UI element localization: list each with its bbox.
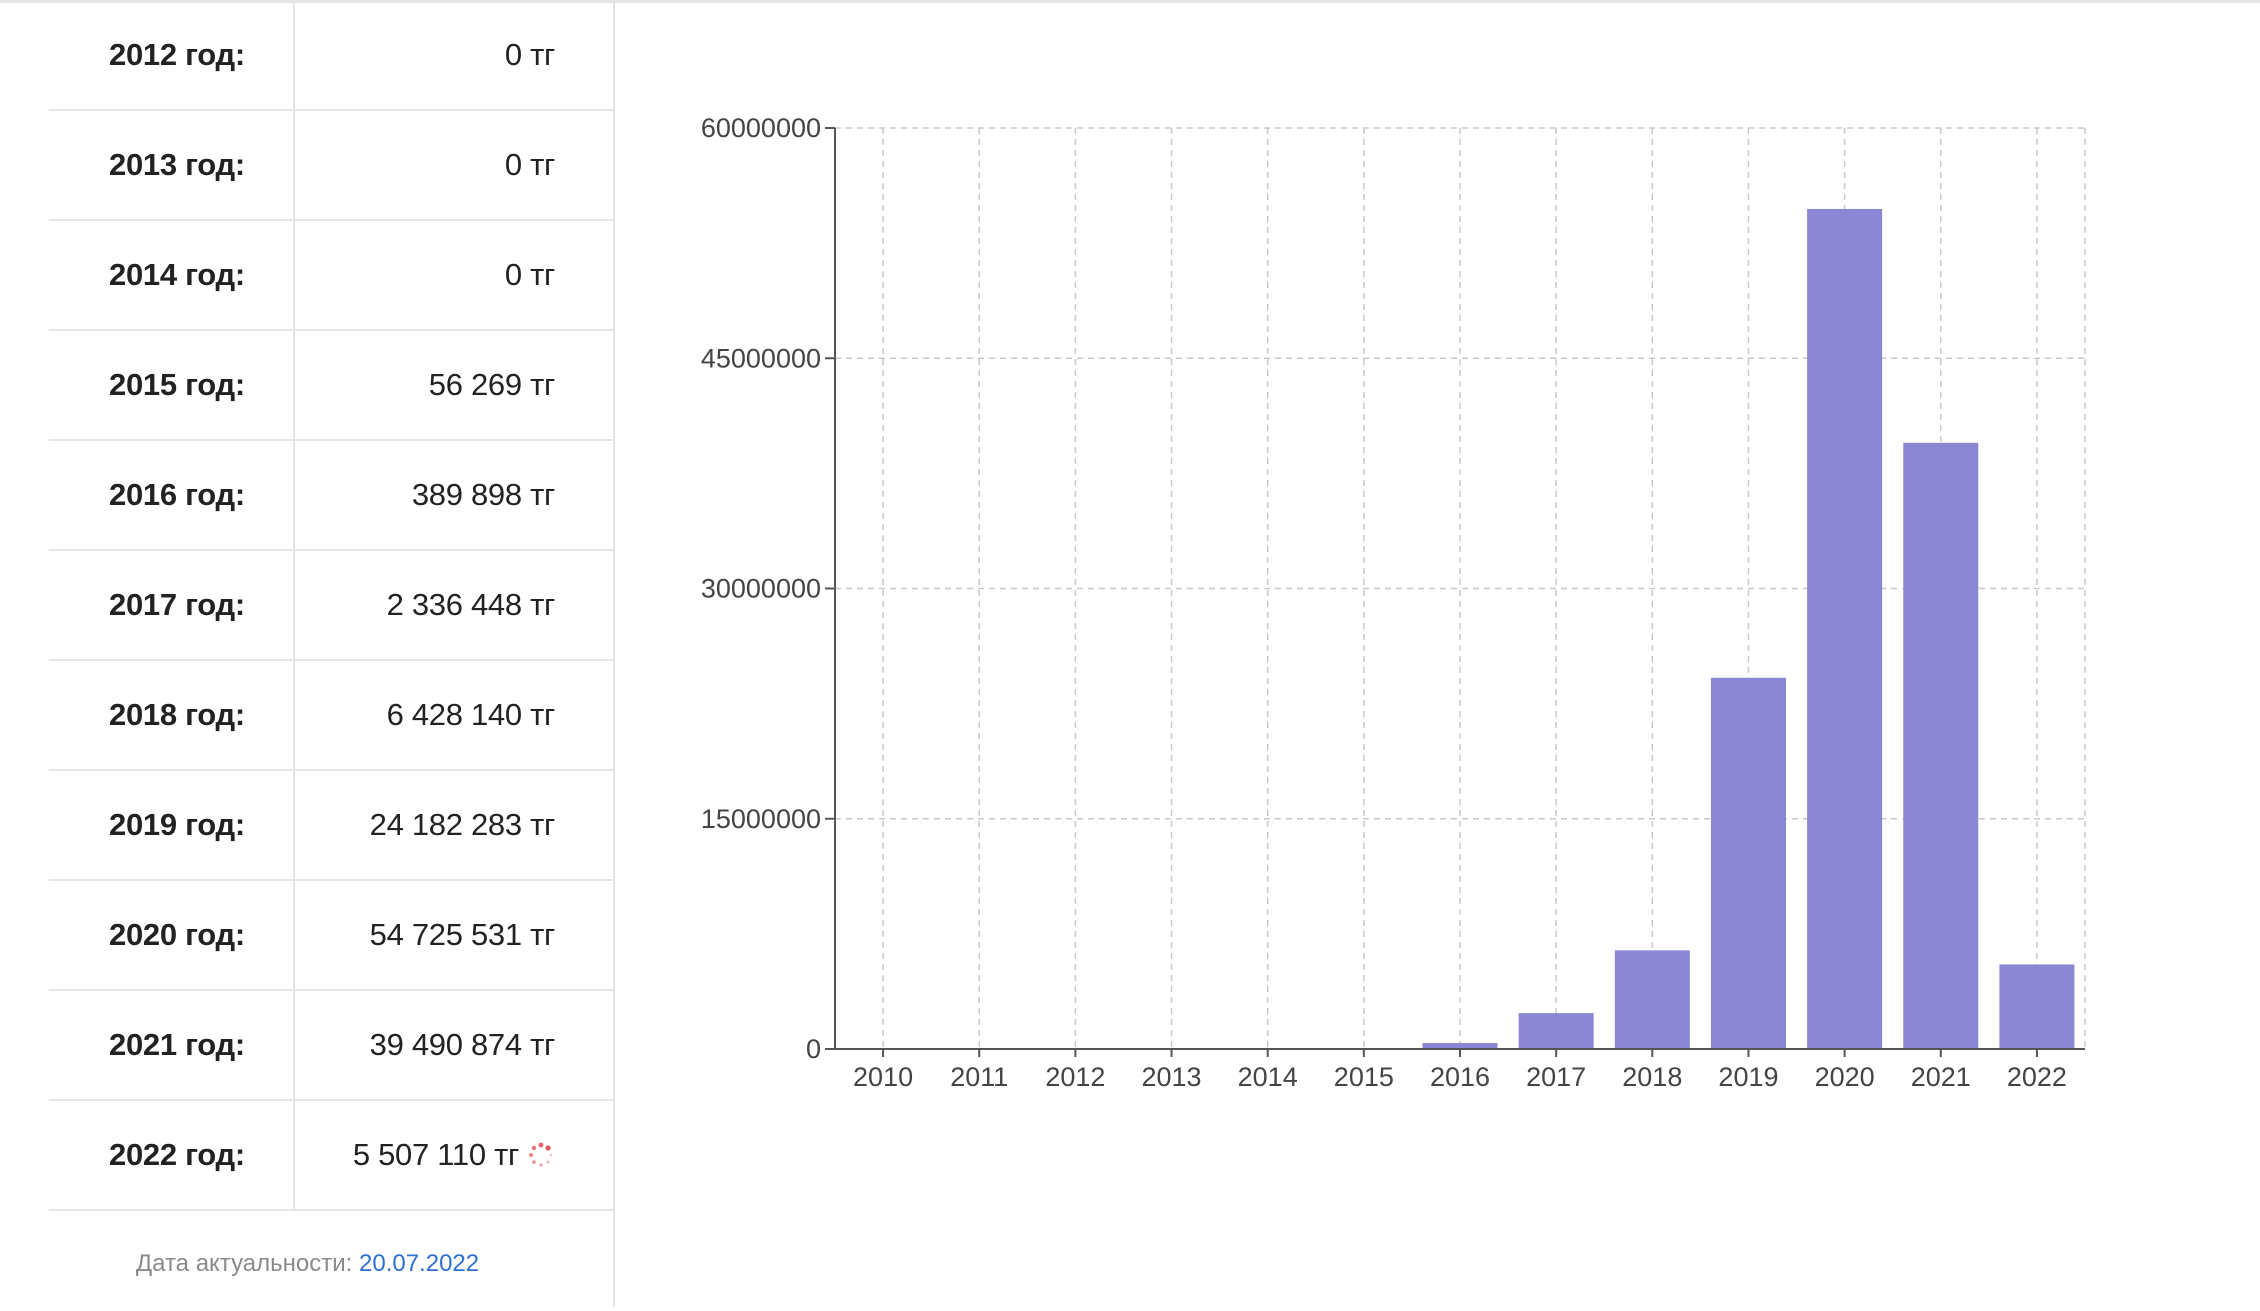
- y-tick-label: 15000000: [701, 804, 821, 834]
- table-row: 2019 год: 24 182 283 тг: [49, 770, 615, 881]
- year-label: 2015 год:: [49, 330, 295, 441]
- table-row: 2014 год: 0 тг: [49, 220, 615, 331]
- chart-area: 0 15000000 30000000 45000000 60000000 2010 201…: [615, 0, 2260, 1306]
- year-value: 6 428 140 тг: [294, 660, 615, 771]
- year-value-text: 2 336 448 тг: [386, 587, 556, 622]
- loading-spinner-icon: [529, 1142, 553, 1167]
- year-value-text: 5 507 110 тг: [352, 1137, 519, 1172]
- year-label: 2019 год:: [49, 770, 295, 881]
- x-tick-label: 2018: [1622, 1062, 1682, 1092]
- year-label: 2017 год:: [49, 550, 295, 661]
- data-freshness-date-link[interactable]: 20.07.2022: [359, 1250, 480, 1277]
- year-value: 389 898 тг: [294, 440, 615, 551]
- year-label: 2018 год:: [49, 660, 295, 771]
- year-value: 56 269 тг: [294, 330, 615, 441]
- year-value-text: 389 898 тг: [411, 477, 555, 512]
- bar-2018: [1614, 950, 1690, 1049]
- table-row: 2022 год: 5 507 110 тг: [49, 1100, 615, 1211]
- table-row: 2021 год: 39 490 874 тг: [49, 990, 615, 1101]
- table-row: 2012 год: 0 тг: [49, 0, 615, 111]
- year-label: 2022 год:: [49, 1100, 295, 1211]
- y-tick-label: 45000000: [701, 343, 821, 373]
- x-tick-label: 2020: [1815, 1062, 1875, 1092]
- year-totals-table: 2012 год: 0 тг 2013 год: 0 тг 2014 год: 0 тг 2…: [49, 0, 615, 1211]
- year-totals-panel: 2012 год: 0 тг 2013 год: 0 тг 2014 год: 0 тг 2…: [0, 0, 615, 1306]
- bar-2016: [1422, 1043, 1498, 1049]
- x-tick-label: 2011: [950, 1062, 1008, 1092]
- year-label: 2021 год:: [49, 990, 295, 1101]
- bar-2020: [1807, 208, 1883, 1049]
- year-label: 2014 год:: [49, 220, 295, 331]
- x-tick-label: 2019: [1718, 1062, 1778, 1092]
- table-row: 2018 год: 6 428 140 тг: [49, 660, 615, 771]
- year-value: 0 тг: [294, 0, 615, 111]
- year-value-text: 6 428 140 тг: [386, 697, 556, 732]
- year-value: 2 336 448 тг: [294, 550, 615, 661]
- year-value: 0 тг: [294, 110, 615, 221]
- y-tick-label: 0: [806, 1034, 821, 1064]
- x-tick-label: 2016: [1430, 1062, 1490, 1092]
- year-value: 54 725 531 тг: [294, 880, 615, 991]
- year-value: 5 507 110 тг: [294, 1100, 615, 1211]
- year-value: 24 182 283 тг: [294, 770, 615, 881]
- table-row: 2013 год: 0 тг: [49, 110, 615, 221]
- bar-chart: 0 15000000 30000000 45000000 60000000 2010 201…: [701, 113, 2086, 1092]
- bar-2021: [1903, 442, 1979, 1050]
- x-tick-label: 2014: [1238, 1062, 1298, 1092]
- x-tick-label: 2022: [2007, 1062, 2067, 1092]
- x-tick-label: 2021: [1911, 1062, 1971, 1092]
- x-tick-label: 2015: [1334, 1062, 1394, 1092]
- data-freshness-note: Дата актуальности: 20.07.2022: [0, 1250, 615, 1278]
- top-rule: [0, 0, 2260, 3]
- bar-2017: [1518, 1013, 1594, 1049]
- data-freshness-label: Дата актуальности:: [135, 1250, 359, 1277]
- y-tick-label: 60000000: [701, 113, 821, 143]
- year-label: 2012 год:: [49, 0, 295, 111]
- x-tick-label: 2012: [1045, 1062, 1105, 1092]
- x-tick-label: 2010: [853, 1062, 913, 1092]
- year-label: 2020 год:: [49, 880, 295, 991]
- table-row: 2020 год: 54 725 531 тг: [49, 880, 615, 991]
- year-value-text: 39 490 874 тг: [369, 1027, 556, 1062]
- year-value-text: 24 182 283 тг: [369, 807, 556, 842]
- year-label: 2016 год:: [49, 440, 295, 551]
- x-tick-label: 2013: [1141, 1062, 1201, 1092]
- bar-2022: [1999, 964, 2075, 1049]
- year-value-text: 54 725 531 тг: [369, 917, 556, 952]
- year-value-text: 0 тг: [504, 36, 555, 72]
- table-row: 2016 год: 389 898 тг: [49, 440, 615, 551]
- table-row: 2015 год: 56 269 тг: [49, 330, 615, 441]
- y-tick-label: 30000000: [701, 574, 821, 604]
- year-label: 2013 год:: [49, 110, 295, 221]
- bar-2019: [1710, 677, 1786, 1049]
- table-row: 2017 год: 2 336 448 тг: [49, 550, 615, 661]
- year-value-text: 56 269 тг: [428, 367, 556, 402]
- year-value-text: 0 тг: [504, 257, 555, 292]
- year-value: 0 тг: [294, 220, 615, 331]
- x-tick-label: 2017: [1526, 1062, 1586, 1092]
- year-value: 39 490 874 тг: [294, 990, 615, 1101]
- year-value-text: 0 тг: [504, 147, 555, 182]
